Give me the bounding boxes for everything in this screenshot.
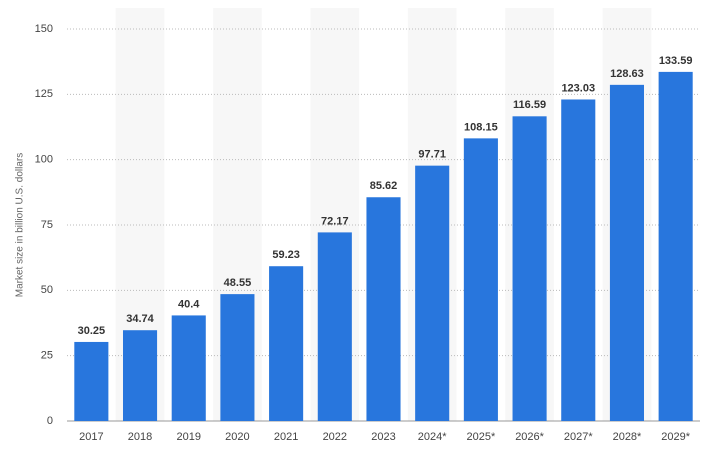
data-label: 85.62	[370, 180, 398, 192]
data-label: 72.17	[321, 215, 349, 227]
bar	[220, 294, 255, 421]
x-tick-label: 2028*	[613, 431, 642, 443]
bar	[171, 315, 206, 421]
x-tick-label: 2019	[176, 431, 200, 443]
y-tick-label: 50	[41, 284, 53, 296]
bar	[74, 341, 109, 421]
data-label: 116.59	[513, 99, 546, 111]
data-label: 123.03	[561, 82, 595, 94]
x-tick-label: 2017	[79, 431, 103, 443]
x-tick-label: 2023	[371, 431, 395, 443]
x-tick-label: 2025*	[467, 431, 496, 443]
y-axis-label: Market size in billion U.S. dollars	[15, 153, 26, 298]
data-label: 30.25	[78, 325, 106, 337]
x-tick-label: 2021	[274, 431, 298, 443]
bar	[122, 330, 158, 421]
data-label: 40.4	[178, 298, 200, 310]
bar	[415, 165, 450, 421]
y-tick-label: 25	[41, 350, 53, 362]
bar	[463, 138, 498, 422]
bar	[512, 116, 547, 422]
x-tick-label: 2018	[128, 431, 152, 443]
bar	[317, 232, 352, 421]
bar	[561, 99, 596, 421]
bar	[609, 84, 645, 422]
data-label: 48.55	[224, 277, 252, 289]
y-tick-label: 125	[35, 88, 53, 100]
y-tick-label: 150	[35, 23, 53, 35]
x-tick-label: 2027*	[564, 431, 593, 443]
y-tick-label: 0	[47, 415, 53, 427]
data-label: 97.71	[418, 149, 446, 161]
data-label: 128.63	[610, 68, 644, 80]
x-tick-label: 2020	[225, 431, 249, 443]
y-tick-label: 100	[35, 154, 53, 166]
y-tick-label: 75	[41, 219, 53, 231]
data-label: 108.15	[464, 121, 498, 133]
bar	[269, 266, 304, 421]
x-tick-label: 2022	[323, 431, 347, 443]
x-tick-label: 2024*	[418, 431, 447, 443]
x-tick-label: 2026*	[515, 431, 544, 443]
bar	[658, 71, 693, 421]
bar	[366, 197, 401, 421]
data-label: 34.74	[126, 313, 154, 325]
data-label: 133.59	[659, 55, 693, 67]
x-tick-label: 2029*	[661, 431, 690, 443]
data-label: 59.23	[272, 249, 300, 261]
